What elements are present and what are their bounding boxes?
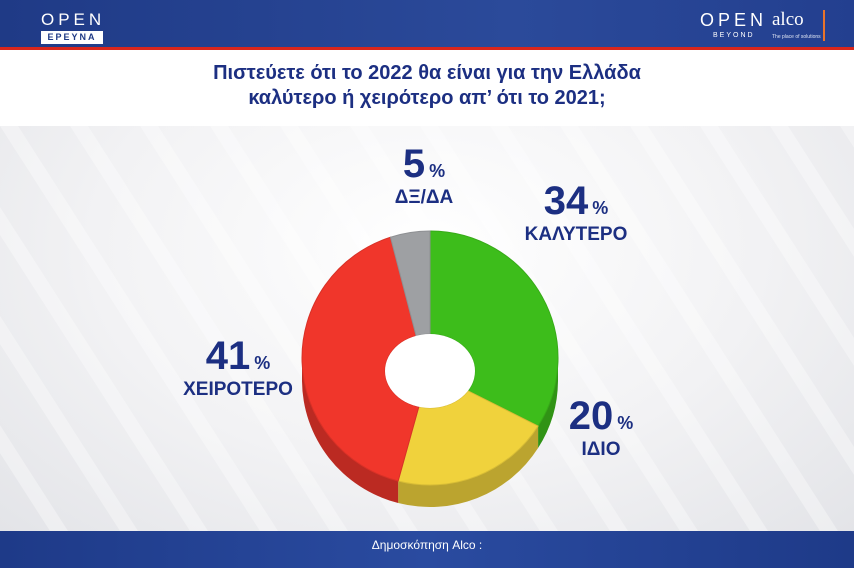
slice-category-label: ΚΑΛΥΤΕΡΟ xyxy=(525,224,628,245)
slice-depth-χειροτερο xyxy=(302,358,399,504)
label-δξ/δα: 5 %ΔΞ/ΔΑ xyxy=(395,142,454,208)
background-stripe xyxy=(0,425,68,531)
slice-depth-ιδιο xyxy=(398,426,539,507)
background-stripe xyxy=(490,126,768,531)
label-ιδιο: 20 %ΙΔΙΟ xyxy=(569,394,634,460)
slice-depth-καλυτερο xyxy=(538,358,558,449)
question-line-2: καλύτερο ή χειρότερο απ’ ότι το 2021; xyxy=(248,87,606,109)
alco-logo: alco xyxy=(772,9,804,30)
donut-depth xyxy=(302,358,558,507)
slice-category-label: ΔΞ/ΔΑ xyxy=(395,187,454,208)
donut-chart: 34 %ΚΑΛΥΤΕΡΟ 20 %ΙΔΙΟ 41 %ΧΕΙΡΟΤΕΡΟ 5 %ΔΞ/ΔΑ xyxy=(0,126,854,531)
background-stripe xyxy=(420,126,698,531)
background-stripe xyxy=(700,126,854,366)
chart-area: 34% ΚΑΛΥΤΕΡΟ 20% ΙΔΙΟ 41% ΧΕΙΡΟΤΕΡΟ 5% ΔΞ/ΔΑ xyxy=(0,126,854,531)
question-band xyxy=(0,53,854,126)
open-logo-left: OPEN xyxy=(41,10,106,29)
footer-bar xyxy=(0,531,854,568)
slice-value-label: 34% xyxy=(544,179,609,223)
slice-category-label: ΧΕΙΡΟΤΕΡΟ xyxy=(183,379,293,400)
slice-category-label: ΙΔΙΟ xyxy=(582,439,621,460)
background-stripe xyxy=(770,126,854,257)
slice-value-label: 41% xyxy=(206,334,271,378)
background-stripe xyxy=(0,207,208,531)
background-stripe xyxy=(840,126,854,148)
logo-divider xyxy=(823,10,825,41)
background-stripe xyxy=(0,316,138,531)
header-accent-line xyxy=(0,47,854,50)
beyond-label: BEYOND xyxy=(713,32,755,39)
header-bar: OPEN ΕΡΕΥΝΑ OPEN BEYOND alco The place o… xyxy=(0,0,854,50)
label-καλυτερο: 34 %ΚΑΛΥΤΕΡΟ xyxy=(525,179,628,245)
background-stripe xyxy=(0,126,278,531)
source-note: Δημοσκόπηση Alco : xyxy=(371,538,483,552)
label-χειροτερο: 41 %ΧΕΙΡΟΤΕΡΟ xyxy=(183,334,293,400)
open-beyond-logo: OPEN xyxy=(700,10,768,30)
background-stripe xyxy=(560,126,838,531)
question-line-1: Πιστεύετε ότι το 2022 θα είναι για την Ε… xyxy=(213,62,641,84)
alco-tagline: The place of solutions xyxy=(772,34,821,40)
slice-value-label: 5% xyxy=(403,142,445,186)
donut-slices xyxy=(301,230,559,486)
donut-hole xyxy=(385,334,475,408)
slice-labels: 34 %ΚΑΛΥΤΕΡΟ 20 %ΙΔΙΟ 41 %ΧΕΙΡΟΤΕΡΟ 5 %ΔΞ/ΔΑ xyxy=(183,142,633,460)
chart-question: Πιστεύετε ότι το 2022 θα είναι για την Ε… xyxy=(0,61,854,111)
slice-value-label: 20% xyxy=(569,394,634,438)
background-stripe xyxy=(70,126,348,531)
slice-καλυτερο xyxy=(429,230,559,427)
ereuna-logo: ΕΡΕΥΝΑ xyxy=(41,31,103,44)
